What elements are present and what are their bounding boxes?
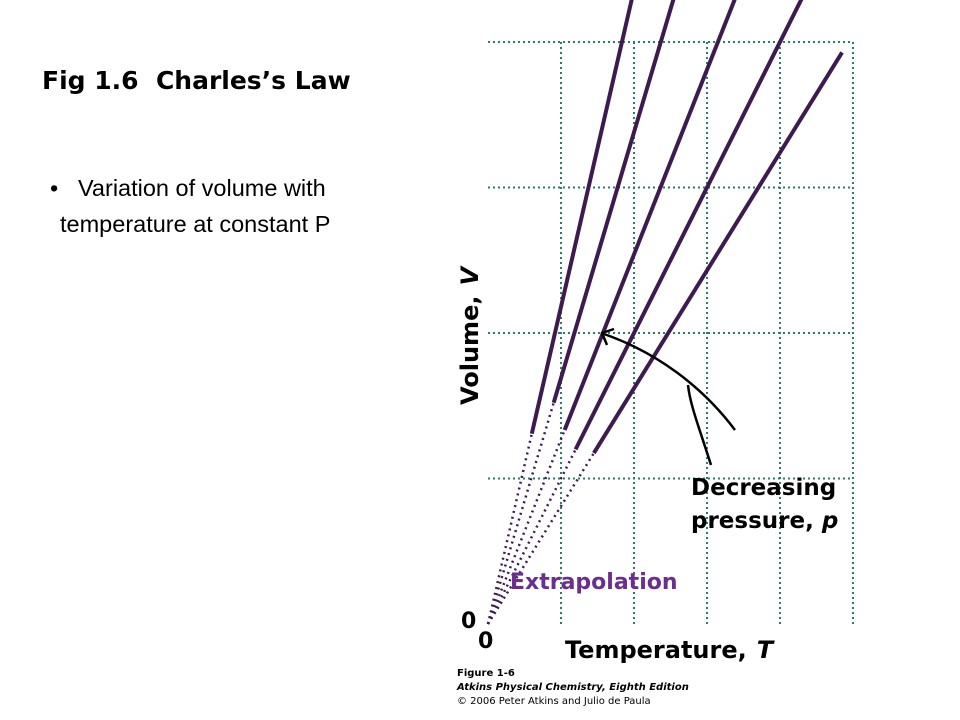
bullet-symbol: • [50, 175, 59, 201]
decreasing-label-line2: pressure, p [691, 508, 838, 534]
series-line-2 [551, 0, 676, 404]
x-origin-tick: 0 [478, 629, 493, 654]
slide-title: Fig 1.6 Charles’s Law [42, 66, 351, 95]
caption-figure-number: Figure 1-6 [457, 668, 515, 679]
extrapolation-line-4 [486, 448, 577, 625]
pointer-line [686, 384, 713, 466]
series-line-4 [573, 0, 804, 451]
y-axis-label-word: Volume, [456, 296, 484, 405]
x-axis-label-word: Temperature, [565, 636, 747, 664]
x-axis-label: Temperature, T [565, 636, 775, 664]
extrapolation-line-1 [486, 433, 534, 625]
decreasing-label-line1: Decreasing [691, 475, 836, 501]
caption-book-title: Atkins Physical Chemistry, Eighth Editio… [457, 682, 689, 693]
series-line-3 [562, 0, 737, 431]
pressure-arc [603, 332, 736, 431]
figure-caption: Figure 1-6 Atkins Physical Chemistry, Ei… [457, 667, 689, 709]
bullet-text-line2: temperature at constant P [60, 211, 331, 237]
series-line-5 [592, 51, 844, 455]
series-line-1 [529, 0, 634, 435]
pressure-arrow [600, 327, 736, 466]
y-axis-variable: V [456, 265, 484, 286]
extrapolation-label: Extrapolation [510, 570, 678, 595]
pressure-variable: p [821, 508, 838, 534]
x-axis-variable: T [757, 636, 775, 664]
series-lines [529, 0, 844, 455]
bullet-first-line: • Variation of volume with [50, 170, 440, 206]
y-axis-label: Volume, V [456, 265, 484, 405]
bullet-text-line1: Variation of volume with [78, 175, 326, 201]
y-origin-tick: 0 [461, 609, 476, 634]
decreasing-label-word: pressure, [691, 508, 814, 534]
caption-copyright: © 2006 Peter Atkins and Julio de Paula [457, 696, 651, 707]
extrapolation-line-2 [486, 402, 555, 625]
arrow-head [600, 327, 615, 346]
bullet-point: • Variation of volume with temperature at… [50, 170, 440, 242]
extrapolation-lines [486, 402, 595, 625]
